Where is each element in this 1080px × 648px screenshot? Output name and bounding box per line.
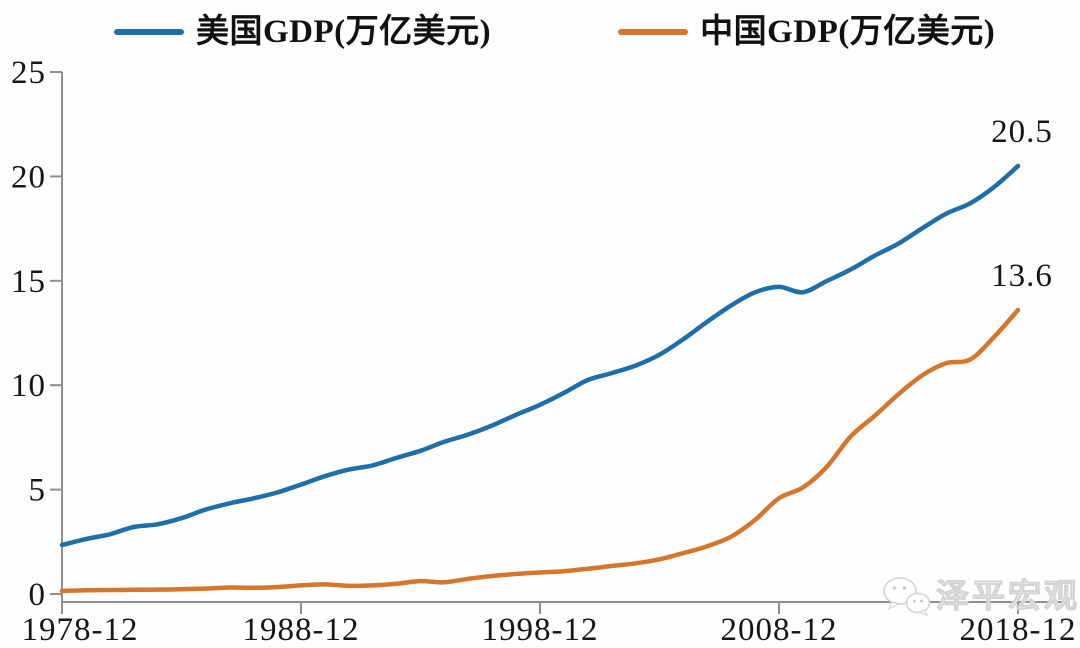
x-tick-label: 1988-12 bbox=[243, 612, 360, 648]
y-tick-label: 20 bbox=[11, 159, 46, 195]
us-gdp-line-swatch bbox=[114, 29, 184, 35]
legend-item-us-gdp: 美国GDP(万亿美元) bbox=[114, 13, 492, 50]
us-gdp-end-value-label: 20.5 bbox=[991, 114, 1053, 150]
x-tick-label: 2018-12 bbox=[960, 612, 1077, 648]
y-tick-label: 0 bbox=[29, 577, 47, 613]
x-tick-label: 1998-12 bbox=[482, 612, 599, 648]
y-tick-label: 5 bbox=[29, 473, 47, 509]
us-gdp-line bbox=[59, 163, 1021, 548]
cn-gdp-line-swatch bbox=[618, 29, 689, 35]
y-tick-label: 15 bbox=[11, 264, 46, 300]
cn-gdp-line bbox=[59, 307, 1021, 594]
watermark-text: 泽平宏观 bbox=[936, 578, 1080, 615]
legend-label-cn-gdp: 中国GDP(万亿美元) bbox=[700, 13, 996, 50]
legend-label-us-gdp: 美国GDP(万亿美元) bbox=[196, 13, 492, 50]
watermark: 泽平宏观 bbox=[882, 576, 1080, 618]
legend-item-cn-gdp: 中国GDP(万亿美元) bbox=[618, 13, 996, 50]
legend: 美国GDP(万亿美元) 中国GDP(万亿美元) bbox=[114, 10, 995, 54]
x-tick-label: 2008-12 bbox=[721, 612, 838, 648]
y-tick-label: 10 bbox=[11, 368, 46, 404]
y-tick-label: 25 bbox=[11, 55, 46, 91]
wechat-logo-icon bbox=[883, 577, 931, 617]
cn-gdp-end-value-label: 13.6 bbox=[991, 258, 1053, 294]
x-tick-label: 1978-12 bbox=[22, 612, 139, 648]
